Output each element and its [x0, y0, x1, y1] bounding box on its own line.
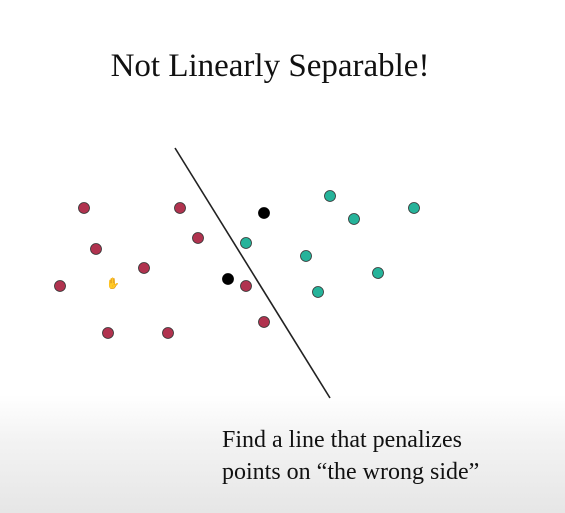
class-a-point — [102, 327, 114, 339]
class-b-point — [324, 190, 336, 202]
caption: Find a line that penalizes points on “th… — [222, 424, 479, 488]
class-a-point — [162, 327, 174, 339]
class-a-point — [174, 202, 186, 214]
misclassified-point — [258, 207, 270, 219]
separator-line — [174, 147, 331, 399]
class-a-point — [258, 316, 270, 328]
class-b-point — [408, 202, 420, 214]
data-points — [54, 190, 420, 339]
class-a-point — [54, 280, 66, 292]
hand-cursor-icon: ✋ — [106, 277, 120, 290]
class-b-point — [348, 213, 360, 225]
misclassified-point — [222, 273, 234, 285]
class-a-point — [138, 262, 150, 274]
slide-title: Not Linearly Separable! — [110, 48, 430, 84]
caption-line-1: Find a line that penalizes — [222, 427, 462, 453]
caption-line-2: points on “the wrong side” — [222, 459, 480, 485]
class-b-point — [300, 250, 312, 262]
class-a-point — [240, 280, 252, 292]
class-b-point — [312, 286, 324, 298]
class-a-point — [78, 202, 90, 214]
class-a-point — [192, 232, 204, 244]
class-a-point — [90, 243, 102, 255]
class-b-point — [240, 237, 252, 249]
class-b-point — [372, 267, 384, 279]
